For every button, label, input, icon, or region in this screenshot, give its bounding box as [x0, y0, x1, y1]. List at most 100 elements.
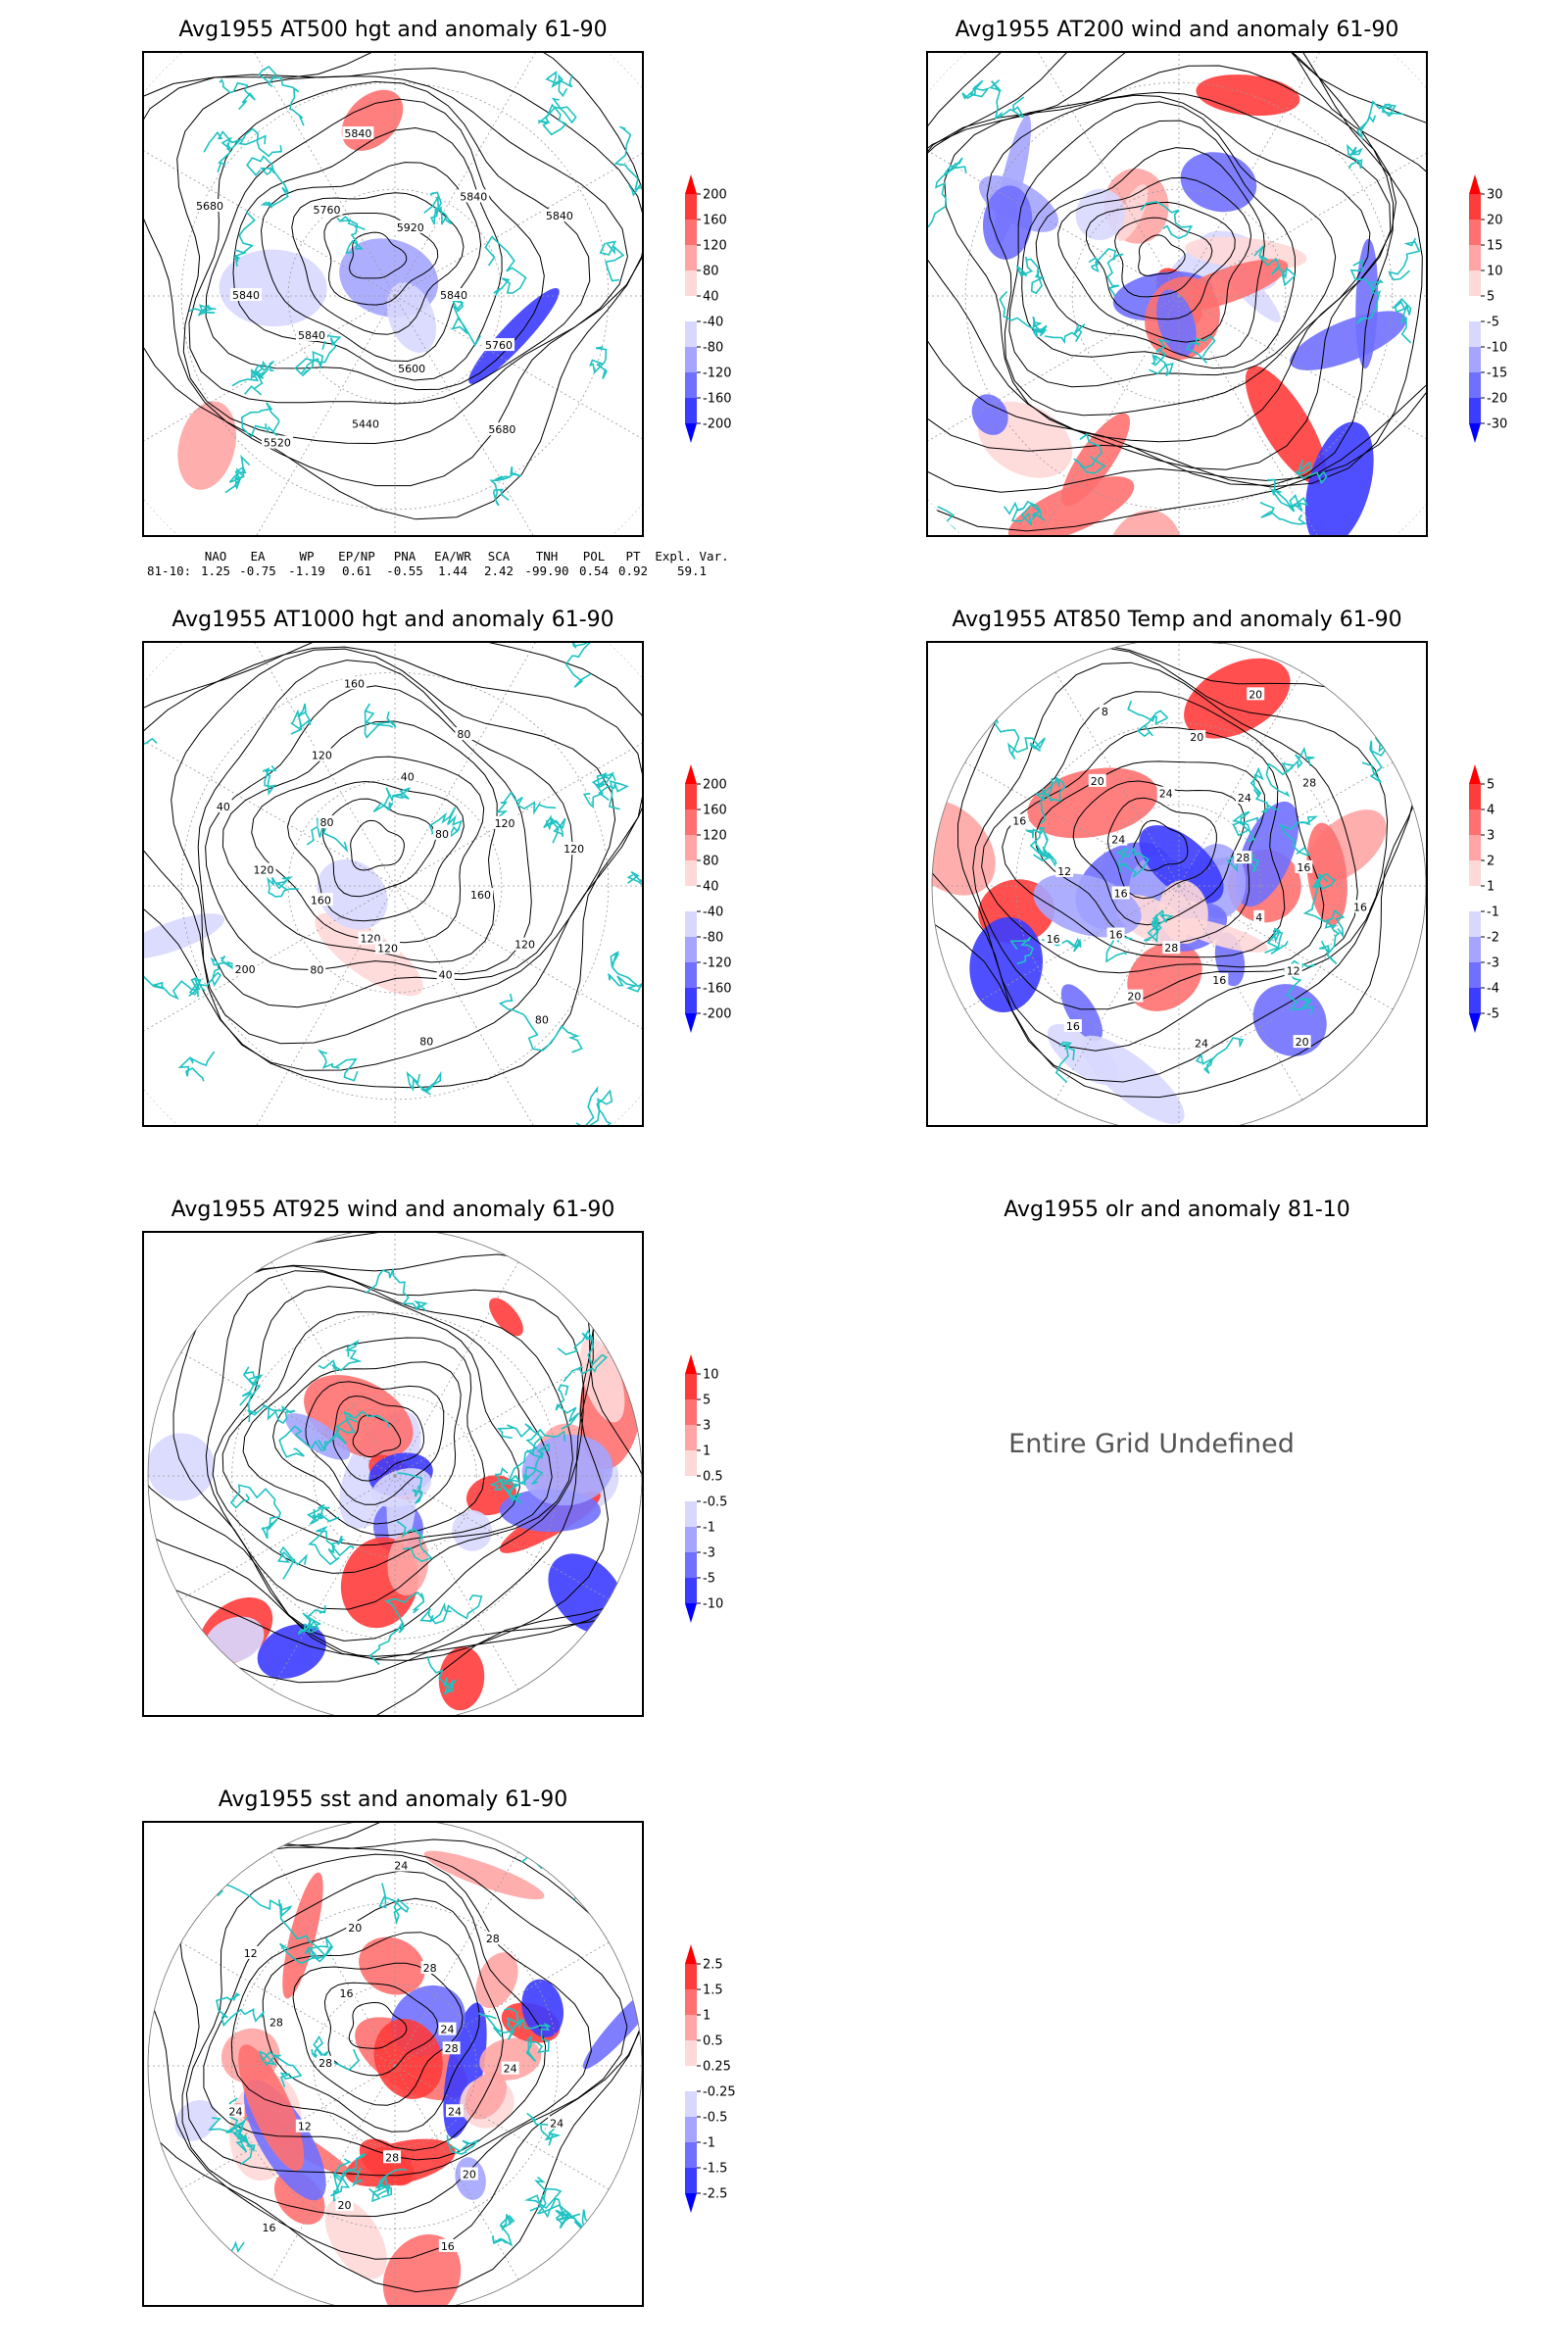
contour-label: 20	[1249, 688, 1262, 701]
contour-line	[323, 213, 439, 306]
coastline	[512, 2016, 551, 2062]
contour-label: 200	[235, 963, 256, 976]
coastline	[397, 1472, 423, 1504]
colorbar-arrow-top	[1469, 764, 1481, 784]
colorbar-label: 15	[1487, 239, 1503, 254]
colorbar-label: -5	[703, 1572, 715, 1587]
contour-line	[292, 1962, 464, 2106]
contour-label-bg	[1210, 972, 1229, 986]
colorbar-label: -40	[703, 316, 723, 330]
coastline	[543, 814, 566, 844]
coastline	[1054, 1041, 1075, 1083]
coastline	[1356, 100, 1404, 141]
meridian-line	[394, 53, 558, 297]
contour-label-bg	[311, 202, 343, 216]
contour-label-bg	[562, 842, 587, 856]
meridian-line	[964, 885, 1180, 1010]
anomaly-blob	[1060, 984, 1103, 1042]
coastline	[144, 967, 206, 1001]
contour-line	[1002, 726, 1286, 958]
coastline	[1388, 237, 1421, 281]
idx-header-sca: SCA	[487, 549, 511, 564]
idx-row-label: 81-10:	[147, 564, 192, 578]
contour-line	[928, 53, 1423, 488]
colorbar-label: -0.25	[703, 2085, 736, 2100]
coastline	[501, 1428, 566, 1495]
contour-label-bg	[398, 769, 416, 783]
colorbar-label: 160	[703, 214, 727, 228]
colorbar-segment	[685, 194, 697, 220]
meridian-line	[270, 1475, 396, 1690]
contour-label-bg	[342, 126, 374, 140]
meridian-line	[1054, 885, 1180, 1101]
colorbar-label: 0.25	[703, 2060, 731, 2075]
contour-label-bg	[309, 748, 334, 761]
contour-label-bg	[383, 2150, 402, 2164]
coastline	[425, 1655, 458, 1695]
colorbar-segment	[1469, 911, 1481, 937]
contour-line	[981, 691, 1325, 974]
idx-value-sca: 2.42	[483, 564, 514, 578]
contour-label: 16	[263, 2222, 276, 2234]
colorbar-segment	[1469, 321, 1481, 347]
coastline	[406, 1070, 442, 1096]
coastline	[240, 402, 280, 439]
teleconnection-indices: NAO EA WP EP/NP PNA EA/WR SCA TNH POL PT…	[147, 549, 731, 578]
colorbar-label: -10	[1487, 341, 1507, 356]
anomaly-blob	[1027, 767, 1158, 839]
colorbar-segment	[685, 2066, 697, 2091]
contour-label: 120	[495, 817, 515, 830]
contour-label-bg	[483, 1932, 502, 1945]
contour-label-bg	[492, 815, 517, 829]
colorbar-at200: 30 20 15 10 5 -5 -10 -15 -20 -30	[1469, 174, 1507, 443]
coastline	[317, 1049, 359, 1082]
anomaly-blob	[282, 1872, 323, 1999]
colorbar-arrow-top	[685, 1944, 697, 1964]
coastline	[1295, 460, 1328, 485]
coastline	[368, 1591, 425, 1666]
colorbar-at1000: 200 160 120 80 40 -40 -80 -120 -160 -200	[685, 764, 732, 1033]
colorbar-label: 120	[703, 829, 727, 844]
meridian-line	[394, 2065, 519, 2280]
colorbar-label: 0.5	[703, 1470, 723, 1485]
contour-label-bg	[460, 2167, 478, 2180]
idx-header-nao: NAO	[204, 549, 227, 564]
coastline	[1003, 500, 1046, 527]
colorbar-segment	[685, 2091, 697, 2117]
anomaly-blob	[387, 1530, 429, 1596]
anomaly-blob	[579, 1337, 625, 1423]
contour-label: 80	[419, 1036, 433, 1049]
idx-value-eawr: 1.44	[437, 564, 468, 578]
coastline	[279, 1937, 334, 1964]
anomaly-blob	[1184, 658, 1291, 739]
anomaly-blob	[521, 1979, 564, 2037]
colorbar-segment	[685, 835, 697, 860]
colorbar-label: 2	[1487, 855, 1494, 869]
contour-label-bg	[1351, 900, 1370, 913]
idx-value-tnh: -99.90	[524, 564, 569, 578]
contour-label: 160	[470, 889, 491, 902]
colorbar-label: -1	[1487, 906, 1499, 920]
idx-header-epnp: EP/NP	[338, 549, 375, 564]
coastline	[334, 1410, 390, 1434]
colorbar-segment	[685, 784, 697, 809]
coastline	[607, 951, 642, 993]
contour-line	[350, 819, 405, 871]
idx-value-ea: -0.75	[239, 564, 276, 578]
idx-value-wp: -1.19	[288, 564, 325, 578]
contour-label: 12	[1057, 865, 1071, 878]
coastline	[928, 157, 967, 240]
contour-label: 80	[457, 728, 470, 741]
contour-line	[928, 65, 1397, 470]
contour-label: 5760	[485, 339, 513, 352]
idx-header-wp: WP	[299, 549, 315, 564]
map-sst: 28 24 24 24 20 16 28 20 16 12 24 28 28 12 16 20 24 28 28 24	[142, 1821, 644, 2307]
anomaly-blob	[1245, 366, 1327, 485]
anomaly-blob	[238, 2044, 305, 2172]
contour-label: 120	[377, 942, 398, 955]
contour-label: 120	[312, 750, 332, 762]
contour-line	[928, 53, 1426, 532]
contour-line	[1072, 780, 1246, 926]
contour-line	[148, 1838, 642, 2260]
coastline	[423, 191, 453, 225]
